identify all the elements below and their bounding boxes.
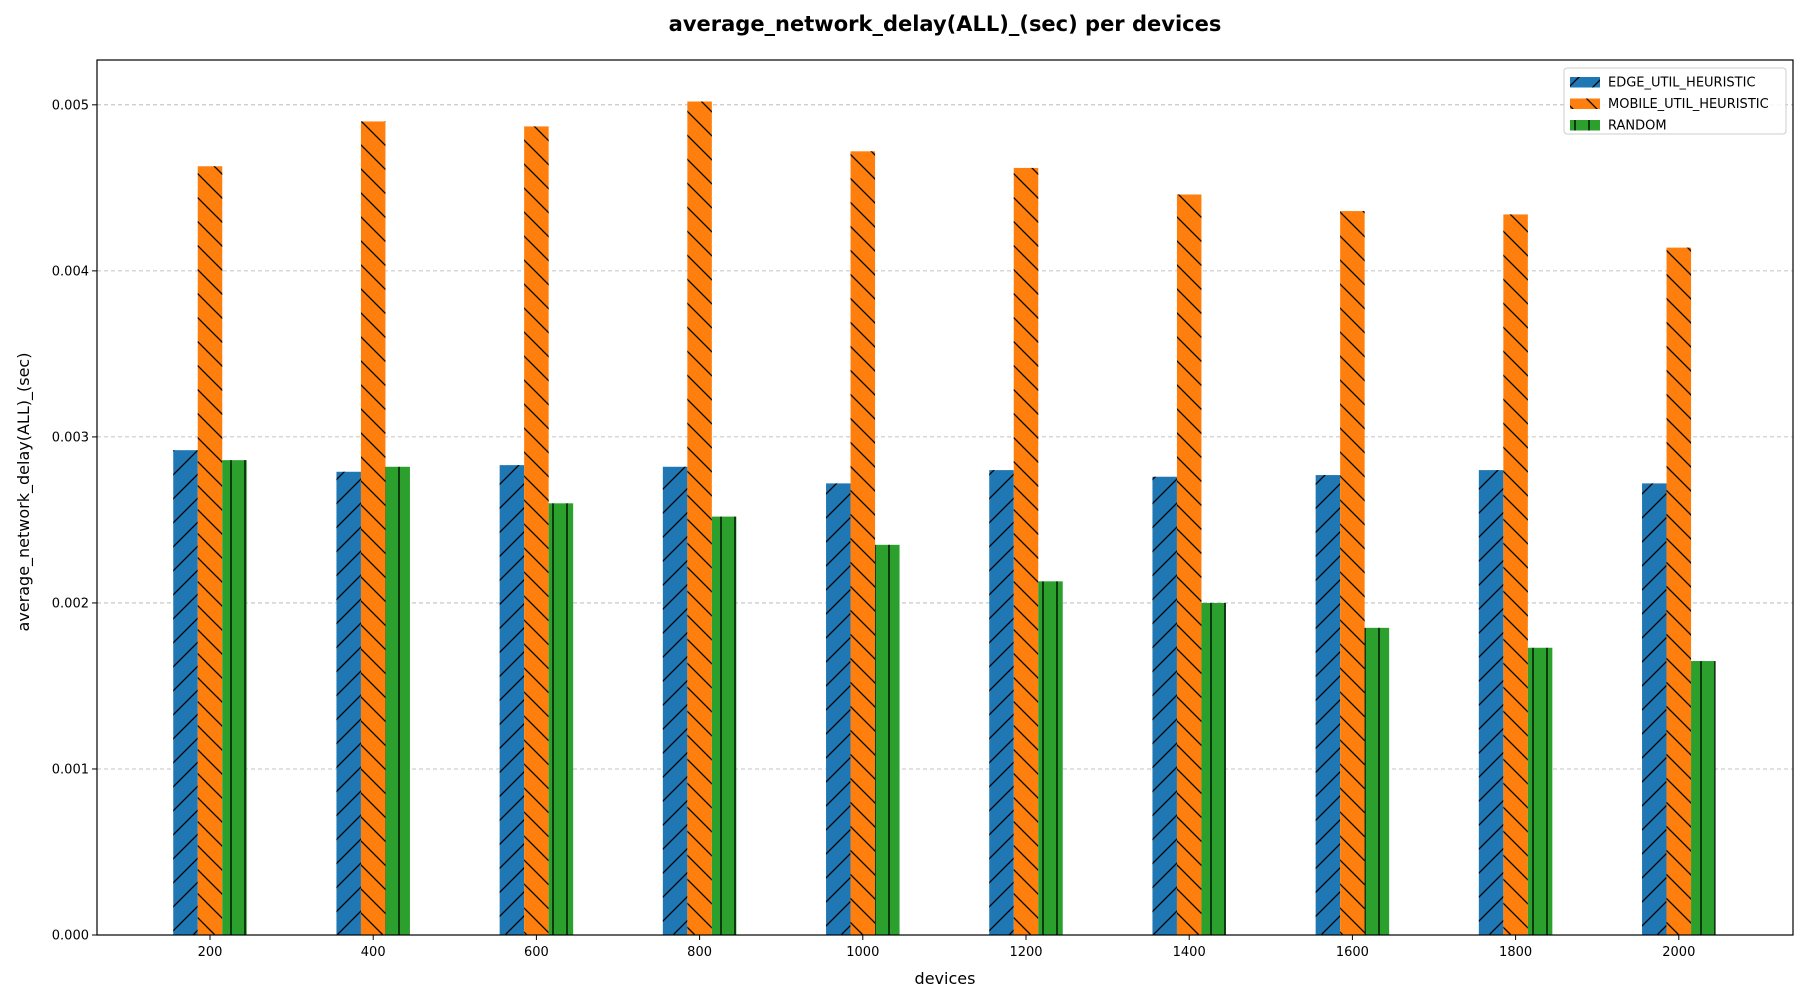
x-axis: 200 400 600 800 1000 1200 1400 1600 1800 2000 <box>198 935 1695 960</box>
x-tick-label: 600 <box>524 945 549 960</box>
legend-swatch-hatch <box>1570 120 1600 131</box>
x-tick-label: 200 <box>198 945 223 960</box>
legend: EDGE_UTIL_HEURISTIC MOBILE_UTIL_HEURISTIC… <box>1563 67 1787 135</box>
legend-box <box>1563 67 1787 135</box>
bar-hatch <box>1152 476 1177 935</box>
bar-hatch <box>336 471 361 935</box>
y-tick-label: 0.004 <box>52 264 89 279</box>
legend-items: EDGE_UTIL_HEURISTIC MOBILE_UTIL_HEURISTIC… <box>1570 76 1769 134</box>
x-tick-label: 1400 <box>1173 945 1206 960</box>
bar-hatch <box>1176 194 1202 935</box>
legend-swatch-hatch <box>1570 77 1600 88</box>
bar-hatch <box>1201 602 1226 935</box>
x-tick-label: 800 <box>687 945 712 960</box>
x-tick-label: 1000 <box>846 945 879 960</box>
legend-swatch-hatch <box>1570 98 1600 109</box>
legend-label: MOBILE_UTIL_HEURISTIC <box>1608 97 1769 112</box>
bar-hatch <box>1666 247 1692 935</box>
bar-hatch <box>850 151 876 935</box>
bar-hatch <box>222 460 247 935</box>
bar-hatch <box>499 465 525 935</box>
bar-hatch <box>826 483 851 935</box>
bar-hatch <box>989 470 1014 935</box>
plot-frame <box>96 59 1794 936</box>
y-tick-label: 0.005 <box>52 98 89 113</box>
y-tick-label: 0.001 <box>52 762 89 777</box>
legend-label: EDGE_UTIL_HEURISTIC <box>1608 76 1756 91</box>
chart-title: average_network_delay(ALL)_(sec) per dev… <box>669 12 1222 36</box>
bar-hatch <box>1315 475 1341 935</box>
bar-hatch <box>1038 581 1063 935</box>
bar-hatch <box>197 166 223 936</box>
x-axis-label: devices <box>915 969 976 988</box>
x-tick-label: 1200 <box>1009 945 1042 960</box>
bar-hatch <box>360 121 386 936</box>
x-tick-label: 1800 <box>1499 945 1532 960</box>
bar-hatch <box>385 466 410 935</box>
y-tick-label: 0.002 <box>52 596 89 611</box>
bar-hatch <box>1642 483 1667 935</box>
x-tick-label: 400 <box>361 945 386 960</box>
bar-hatch <box>1478 470 1504 935</box>
bar-hatch <box>687 101 712 935</box>
y-tick-label: 0.003 <box>52 430 89 445</box>
bars <box>173 101 1716 936</box>
y-tick-label: 0.000 <box>52 929 89 944</box>
bar-hatch <box>662 466 688 935</box>
bar-hatch <box>1691 661 1716 935</box>
y-axis: 0.000 0.001 0.002 0.003 0.004 0.005 <box>52 98 97 944</box>
bar-hatch <box>1340 211 1365 936</box>
legend-label: RANDOM <box>1608 119 1667 134</box>
bar-hatch <box>1503 214 1528 936</box>
bar-hatch <box>875 544 900 935</box>
bar-hatch <box>711 516 737 935</box>
y-axis-label: average_network_delay(ALL)_(sec) <box>14 353 34 632</box>
bar-hatch <box>173 450 198 935</box>
x-tick-label: 2000 <box>1662 945 1695 960</box>
x-tick-label: 1600 <box>1336 945 1369 960</box>
bar-hatch <box>548 503 574 935</box>
bar-hatch <box>1527 647 1553 935</box>
bar-hatch <box>1013 167 1039 936</box>
bar-hatch <box>524 126 549 935</box>
bar-hatch <box>1364 627 1390 935</box>
